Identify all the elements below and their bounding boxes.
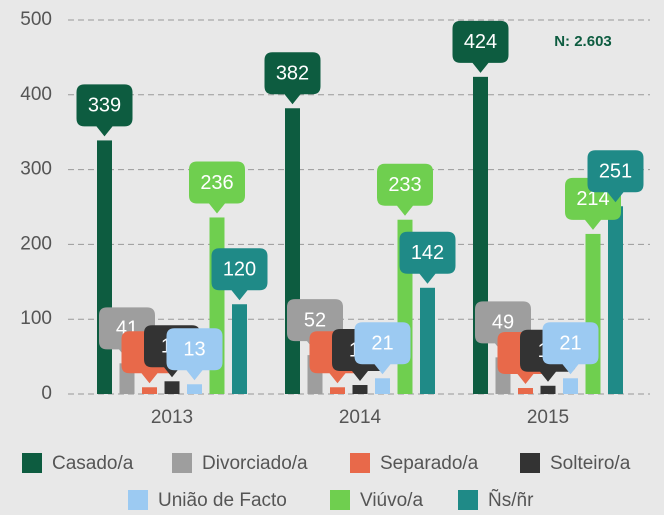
bar <box>420 287 435 394</box>
callout-bubble <box>542 322 599 375</box>
legend-swatch <box>128 490 148 510</box>
bar <box>330 387 345 394</box>
legend-swatch <box>520 453 540 473</box>
legend-swatch <box>172 453 192 473</box>
x-tick-label: 2014 <box>339 407 382 428</box>
y-tick-label: 500 <box>20 9 52 30</box>
bar <box>164 381 180 394</box>
y-tick-label: 0 <box>41 383 52 404</box>
bar <box>540 385 556 394</box>
bar <box>375 378 390 394</box>
x-tick-label: 2013 <box>151 407 193 428</box>
legend-swatch <box>330 490 350 510</box>
callout-bubble <box>452 20 509 73</box>
bar <box>285 108 300 394</box>
callout: 236 <box>189 161 245 214</box>
y-tick-label: 300 <box>20 159 52 180</box>
data-label: 214 <box>576 188 609 210</box>
data-label: 120 <box>223 259 256 281</box>
callout-bubble <box>189 161 245 214</box>
y-tick-label: 200 <box>20 233 52 254</box>
legend-label: União de Facto <box>158 490 287 511</box>
data-label: 49 <box>492 312 514 334</box>
callout-bubble <box>76 84 133 137</box>
data-label: 424 <box>464 31 497 53</box>
bar <box>608 206 623 394</box>
legend-label: Ñs/ñr <box>488 489 534 511</box>
legend-label: Separado/a <box>380 453 479 474</box>
bar <box>142 387 157 394</box>
callout-bubble <box>211 248 268 301</box>
y-tick-label: 400 <box>20 84 52 105</box>
bar <box>187 384 202 394</box>
bar <box>232 304 247 394</box>
legend-swatch <box>350 453 370 473</box>
data-label: 21 <box>559 333 581 355</box>
bar <box>563 378 578 394</box>
callout: 424 <box>452 20 509 73</box>
data-label: 251 <box>599 161 632 183</box>
callout-bubble <box>587 150 644 203</box>
callout: 21 <box>354 322 411 375</box>
legend-label: Solteiro/a <box>550 453 631 474</box>
data-label: 142 <box>411 242 444 264</box>
y-tick-label: 100 <box>20 308 52 329</box>
legend-label: Casado/a <box>52 453 134 474</box>
callout: 382 <box>264 52 321 105</box>
data-label: 382 <box>276 63 309 85</box>
callout: 251 <box>587 150 644 203</box>
data-label: 52 <box>304 309 326 331</box>
legend-label: Divorciado/a <box>202 453 308 474</box>
bar <box>352 385 368 394</box>
callout: 233 <box>377 163 433 216</box>
callout: 142 <box>399 231 456 284</box>
data-label: 13 <box>183 339 205 361</box>
data-label: 339 <box>88 95 121 117</box>
bar <box>473 76 488 395</box>
callout-bubble <box>399 231 456 284</box>
legend-swatch <box>22 453 42 473</box>
bar <box>97 140 112 394</box>
callout: 13 <box>166 328 223 381</box>
bar <box>518 388 533 394</box>
bar <box>585 233 601 394</box>
callout: 120 <box>211 248 268 301</box>
data-label: 21 <box>371 333 393 355</box>
x-tick-label: 2015 <box>527 407 569 428</box>
data-label: 233 <box>388 174 421 196</box>
callout: 21 <box>542 322 599 375</box>
data-label: 236 <box>200 172 233 194</box>
callout-bubble <box>377 163 433 216</box>
callout: 339 <box>76 84 133 137</box>
callout-bubble <box>354 322 411 375</box>
callout-bubble <box>264 52 321 105</box>
legend-label: Viúvo/a <box>360 490 423 511</box>
annotation: N: 2.603 <box>554 33 612 50</box>
callout-bubble <box>166 328 223 381</box>
legend-swatch <box>458 490 478 510</box>
